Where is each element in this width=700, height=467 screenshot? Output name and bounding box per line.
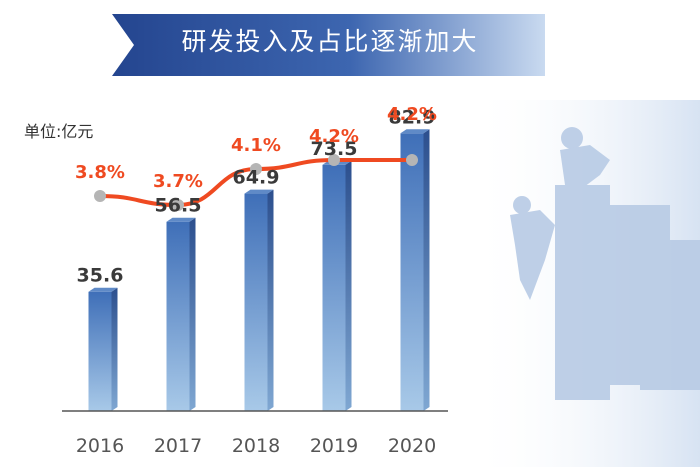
bar-top [166,217,196,222]
bar-front [166,221,190,411]
bar-2018 [244,189,274,411]
bar-2020 [400,129,430,411]
ratio-point [172,199,184,211]
chart-title: 研发投入及占比逐渐加大 [181,27,479,56]
bar-front [322,164,346,411]
bar-side [345,160,352,411]
bar-value-label: 56.5 [155,195,202,217]
bar-value-label: 64.9 [233,167,280,189]
title-banner [112,14,545,76]
bar-side [423,129,430,411]
ratio-label: 4.1% [231,135,281,156]
ratio-label: 4.2% [309,126,359,147]
bar-top [88,287,118,292]
bar-top [400,129,430,134]
bar-side [267,189,274,411]
ratio-point [94,190,106,202]
bar-2016 [88,287,118,411]
x-tick-label: 2017 [154,435,202,457]
ratio-label: 4.2% [387,104,437,125]
line-layer [94,154,418,211]
bar-value-label: 35.6 [77,265,124,287]
x-tick-label: 2019 [310,435,358,457]
ratio-point [250,163,262,175]
bar-value-label: 73.5 [311,138,358,160]
labels-layer: 35.6 2016 56.5 2017 64.9 2018 73.5 2019 82.9 2020… [75,104,437,457]
x-tick-label: 2016 [76,435,124,457]
banner-shape [112,14,545,76]
bar-front [244,193,268,411]
bar-front [400,133,424,411]
bar-front [88,291,112,411]
ratio-point [328,154,340,166]
bar-side [189,217,196,411]
ratio-label: 3.8% [75,162,125,183]
bars-layer [88,129,430,411]
bar-top [244,189,274,194]
bar-value-label: 82.9 [389,106,436,128]
climbers-illustration [510,127,700,400]
x-tick-label: 2018 [232,435,280,457]
x-tick-label: 2020 [388,435,436,457]
bar-2017 [166,217,196,411]
ratio-label: 3.7% [153,171,203,192]
ratio-point [406,154,418,166]
unit-label: 单位:亿元 [24,122,94,141]
bar-side [111,287,118,411]
bar-2019 [322,160,352,411]
